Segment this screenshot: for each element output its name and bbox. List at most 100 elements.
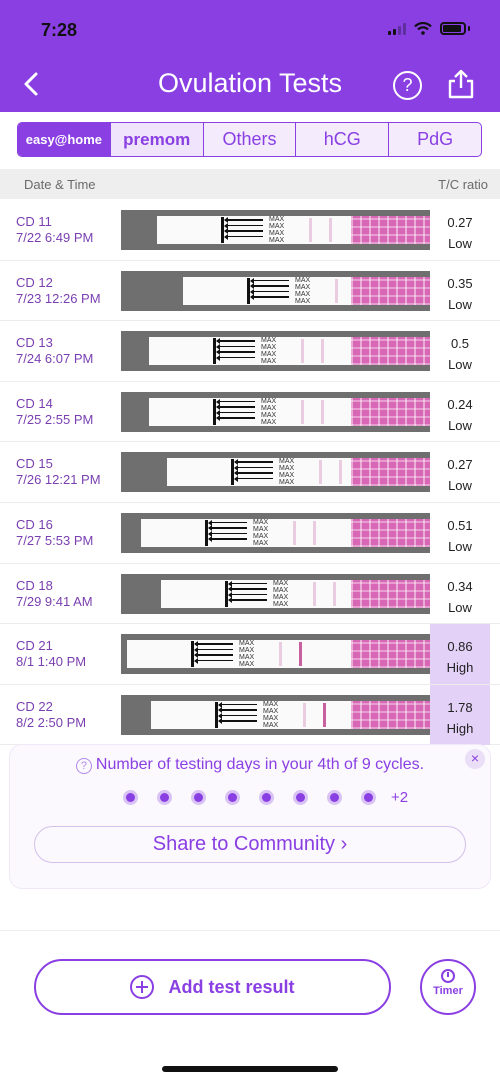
ratio-value: 0.35 [447, 275, 473, 291]
wifi-icon [414, 22, 432, 35]
ratio-value: 0.51 [447, 517, 473, 533]
test-date: CD 22 8/2 2:50 PM [16, 699, 86, 731]
more-days-count: +2 [391, 789, 409, 806]
test-strip-image: MAX MAX MAX MAX [121, 573, 430, 614]
back-button[interactable] [18, 68, 46, 100]
test-datetime: 7/27 5:53 PM [16, 532, 94, 548]
test-row[interactable]: CD 13 7/24 6:07 PM MAX MAX MAX MAX 0.5 Low [0, 321, 500, 382]
ratio-level: Low [448, 296, 472, 312]
tc-ratio: 0.27 Low [430, 442, 490, 502]
question-icon: ? [75, 758, 92, 774]
test-strip-image: MAX MAX MAX MAX [121, 331, 430, 372]
test-datetime: 7/26 12:21 PM [16, 472, 101, 488]
cycle-day: CD 15 [16, 456, 53, 472]
cycle-day: CD 13 [16, 335, 53, 351]
test-row[interactable]: CD 22 8/2 2:50 PM MAX MAX MAX MAX 1.78 High [0, 684, 500, 746]
test-datetime: 7/24 6:07 PM [16, 351, 94, 367]
ratio-level: Low [448, 599, 472, 615]
brand-tabs: easy@home premom Others hCG PdG [17, 122, 482, 157]
tab-easy-at-home[interactable]: easy@home [18, 123, 110, 156]
testing-day-dot [293, 790, 308, 805]
test-strip-image: MAX MAX MAX MAX [121, 270, 430, 311]
test-date: CD 16 7/27 5:53 PM [16, 517, 93, 549]
test-datetime: 7/22 6:49 PM [16, 230, 94, 245]
cycle-day: CD 18 [16, 577, 53, 593]
testing-day-dot [361, 790, 376, 805]
test-datetime: 7/25 2:55 PM [16, 411, 94, 427]
test-row[interactable]: CD 14 7/25 2:55 PM MAX MAX MAX MAX 0.24 Low [0, 382, 500, 443]
tab-pdg[interactable]: PdG [388, 123, 481, 156]
cycle-day: CD 12 [16, 274, 53, 290]
tc-ratio: 0.34 Low [430, 564, 490, 624]
test-date: CD 18 7/29 9:41 AM [16, 578, 93, 610]
ratio-value: 0.86 [447, 639, 473, 655]
share-icon[interactable] [446, 68, 476, 100]
test-row[interactable]: CD 12 7/23 12:26 PM MAX MAX MAX MAX 0.35 Lo… [0, 261, 500, 322]
tc-ratio: 0.86 High [430, 624, 490, 685]
testing-day-dot [259, 790, 274, 805]
test-strip-image: MAX MAX MAX MAX [121, 210, 430, 250]
summary-text: ? Number of testing days in your 4th of 9… [10, 756, 490, 774]
ratio-level: Low [448, 538, 472, 554]
tc-ratio: 1.78 High [430, 684, 490, 745]
testing-day-dot [191, 790, 206, 805]
test-date: CD 14 7/25 2:55 PM [16, 396, 93, 428]
test-strip-image: MAX MAX MAX MAX [121, 391, 430, 432]
test-date: CD 13 7/24 6:07 PM [16, 335, 93, 367]
ratio-value: 1.78 [447, 699, 473, 715]
battery-icon [440, 22, 466, 35]
testing-day-dot [327, 790, 342, 805]
ratio-value: 0.27 [447, 215, 473, 230]
ratio-value: 0.34 [447, 578, 473, 594]
test-row[interactable]: CD 21 8/1 1:40 PM MAX MAX MAX MAX 0.86 High [0, 624, 500, 685]
ratio-value: 0.5 [450, 336, 470, 352]
tab-others[interactable]: Others [202, 123, 296, 156]
test-row[interactable]: CD 15 7/26 12:21 PM MAX MAX MAX MAX 0.27 Lo… [0, 442, 500, 503]
divider [0, 930, 500, 931]
add-test-result-button[interactable]: Add test result [34, 959, 391, 1015]
cycle-day: CD 14 [16, 395, 53, 411]
tab-premom[interactable]: premom [109, 123, 203, 156]
testing-days-dots: +2 [123, 789, 408, 806]
cycle-day: CD 21 [16, 638, 53, 654]
tc-ratio: 0.35 Low [430, 261, 490, 321]
column-tc-ratio: T/C ratio [438, 177, 488, 192]
ratio-level: Low [448, 478, 472, 494]
test-date: CD 15 7/26 12:21 PM [16, 456, 101, 488]
cycle-day: CD 22 [16, 698, 53, 714]
signal-icon [388, 22, 406, 35]
testing-day-dot [157, 790, 172, 805]
ratio-level: Low [448, 357, 472, 373]
page-title: Ovulation Tests [157, 68, 343, 98]
timer-label: Timer [433, 985, 463, 997]
test-strip-image: MAX MAX MAX MAX [121, 512, 430, 553]
test-strip-image: MAX MAX MAX MAX [121, 694, 430, 735]
plus-circle-icon [130, 975, 155, 999]
test-date: CD 11 7/22 6:49 PM [16, 214, 93, 246]
app-header: 7:28 Ovulation Tests ? [0, 0, 500, 112]
add-test-result-label: Add test result [168, 976, 295, 997]
clock-icon [441, 969, 455, 983]
ratio-level: Low [448, 417, 472, 433]
help-button[interactable]: ? [393, 71, 422, 100]
test-datetime: 8/1 1:40 PM [16, 654, 87, 670]
testing-day-dot [123, 790, 138, 805]
cycle-day: CD 16 [16, 516, 53, 532]
test-date: CD 12 7/23 12:26 PM [16, 275, 101, 307]
test-row[interactable]: CD 16 7/27 5:53 PM MAX MAX MAX MAX 0.51 Low [0, 503, 500, 564]
table-header: Date & Time T/C ratio [0, 169, 500, 199]
testing-day-dot [225, 790, 240, 805]
test-datetime: 8/2 2:50 PM [16, 714, 87, 730]
close-button[interactable]: × [465, 749, 485, 769]
ratio-level: Low [448, 236, 472, 251]
timer-button[interactable]: Timer [420, 959, 476, 1015]
ratio-level: High [446, 660, 474, 676]
tc-ratio: 0.24 Low [430, 382, 490, 442]
status-time: 7:28 [41, 20, 78, 40]
test-row[interactable]: CD 11 7/22 6:49 PM MAX MAX MAX MAX 0.27 Low [0, 200, 500, 261]
home-indicator [162, 1066, 338, 1072]
ratio-value: 0.24 [447, 396, 473, 412]
tab-hcg[interactable]: hCG [295, 123, 388, 156]
share-to-community-button[interactable]: Share to Community › [34, 826, 466, 863]
test-row[interactable]: CD 18 7/29 9:41 AM MAX MAX MAX MAX 0.34 Low [0, 564, 500, 625]
